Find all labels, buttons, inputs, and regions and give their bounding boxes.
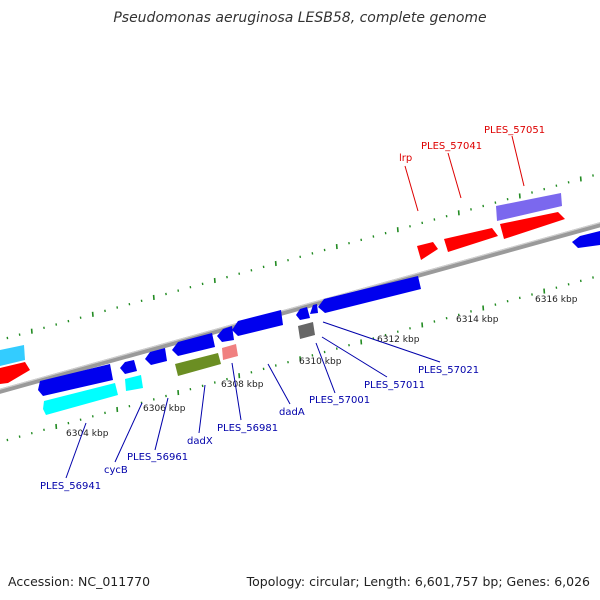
- gene-ples-56941-cyan-bar[interactable]: [43, 383, 118, 415]
- gene-dadx-olive-bar[interactable]: [175, 353, 221, 376]
- gene-ples-57021-arrow[interactable]: [318, 276, 421, 313]
- label-ples-57011[interactable]: PLES_57011: [364, 380, 425, 391]
- label-ples-57021[interactable]: PLES_57021: [418, 365, 479, 376]
- gene-forward-arrow[interactable]: [0, 362, 30, 384]
- label-ples-57001[interactable]: PLES_57001: [309, 395, 370, 406]
- scale-label-6304: 6304 kbp: [66, 429, 109, 439]
- label-dadx[interactable]: dadX: [187, 436, 213, 447]
- label-ples-57051[interactable]: PLES_57051: [484, 125, 545, 136]
- gene-ples-56941-arrow[interactable]: [38, 364, 113, 396]
- gene-ples-57001-arrow[interactable]: [296, 307, 310, 320]
- label-ples-57041[interactable]: PLES_57041: [421, 141, 482, 152]
- genome-summary: Topology: circular; Length: 6,601,757 bp…: [246, 574, 590, 589]
- gene-dadx-arrow[interactable]: [172, 333, 215, 356]
- label-ples-56941[interactable]: PLES_56941: [40, 481, 101, 492]
- scale-label-6314: 6314 kbp: [456, 315, 499, 325]
- gene-dada-arrow[interactable]: [232, 310, 283, 336]
- gene-ples-57041-arrow[interactable]: [444, 228, 498, 252]
- gene-ples-57051-purple-bar[interactable]: [496, 193, 562, 221]
- genome-backbone: [0, 222, 600, 394]
- bottom-tick-row: [6, 276, 594, 442]
- gene-lrp-arrow[interactable]: [417, 242, 438, 260]
- scale-label-6316: 6316 kbp: [535, 295, 578, 305]
- gene-ples-57011-arrow[interactable]: [310, 304, 318, 314]
- label-dada[interactable]: dadA: [279, 407, 305, 418]
- gene-ples-57001-gray-box[interactable]: [298, 322, 315, 339]
- gene-ples-56981-pink-box[interactable]: [222, 344, 238, 360]
- label-lrp[interactable]: lrp: [399, 153, 412, 164]
- scale-label-6306: 6306 kbp: [143, 404, 186, 414]
- gene-ples-56961-arrow[interactable]: [145, 348, 167, 365]
- gene-right-edge-arrow[interactable]: [572, 231, 600, 248]
- gene-cycb-cyan-box[interactable]: [125, 375, 143, 391]
- label-ples-56961[interactable]: PLES_56961: [127, 452, 188, 463]
- page-title: Pseudomonas aeruginosa LESB58, complete …: [113, 10, 487, 26]
- label-ples-56981[interactable]: PLES_56981: [217, 423, 278, 434]
- gene-cyan-left-box[interactable]: [0, 345, 25, 366]
- gene-ples-56981-arrow[interactable]: [217, 326, 234, 342]
- label-cycb[interactable]: cycB: [104, 465, 128, 476]
- scale-label-6312: 6312 kbp: [377, 335, 420, 345]
- gene-cycb-arrow[interactable]: [120, 360, 137, 374]
- top-tick-row: [6, 174, 594, 340]
- accession-label: Accession: NC_011770: [8, 574, 151, 589]
- scale-label-6310: 6310 kbp: [299, 357, 342, 367]
- gene-ples-57051-arrow[interactable]: [500, 212, 565, 239]
- scale-label-6308: 6308 kbp: [221, 380, 264, 390]
